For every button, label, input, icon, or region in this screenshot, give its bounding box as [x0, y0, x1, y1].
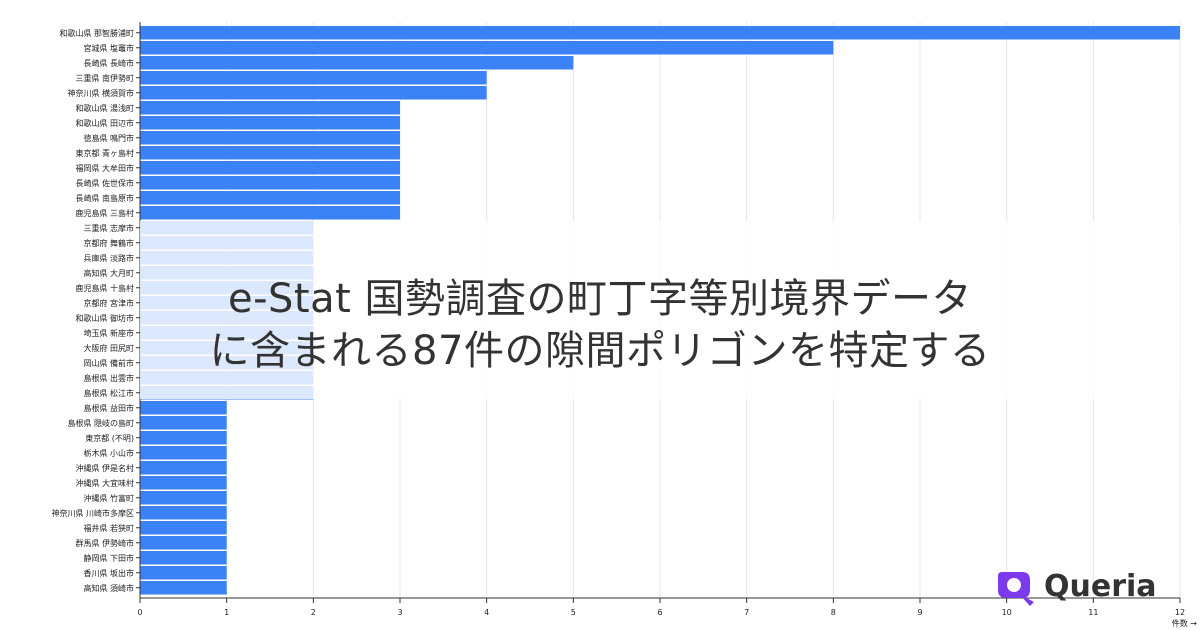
x-tick-label: 5 — [571, 608, 576, 617]
x-tick-label: 7 — [744, 608, 749, 617]
bar — [140, 101, 400, 115]
y-tick-label: 沖縄県 伊是名村 — [75, 463, 134, 473]
y-tick-label: 鹿児島県 十島村 — [75, 283, 134, 293]
bar — [140, 551, 227, 565]
y-tick-label: 福岡県 大牟田市 — [75, 163, 134, 173]
bar — [140, 401, 227, 415]
y-tick-label: 和歌山県 田辺市 — [75, 118, 134, 128]
bar — [140, 461, 227, 475]
bar — [140, 491, 227, 505]
y-tick-label: 長崎県 佐世保市 — [75, 178, 134, 188]
bar — [140, 521, 227, 535]
bar — [140, 86, 487, 100]
bar — [140, 416, 227, 430]
bar — [140, 206, 400, 220]
bar — [140, 191, 400, 205]
bar — [140, 566, 227, 580]
y-tick-label: 沖縄県 竹富町 — [83, 493, 134, 503]
bar — [140, 131, 400, 145]
y-tick-label: 和歌山県 湯浅町 — [75, 103, 134, 113]
x-tick-label: 0 — [137, 608, 142, 617]
bar — [140, 176, 400, 190]
y-tick-label: 和歌山県 御坊市 — [75, 313, 134, 323]
y-tick-label: 島根県 益田市 — [83, 403, 134, 413]
x-tick-label: 1 — [224, 608, 229, 617]
y-tick-label: 長崎県 南島原市 — [75, 193, 134, 203]
x-tick-label: 10 — [1002, 608, 1012, 617]
y-tick-label: 群馬県 伊勢崎市 — [75, 538, 134, 548]
y-tick-label: 高知県 大月町 — [83, 268, 134, 278]
bar — [140, 56, 574, 70]
bar — [140, 161, 400, 175]
bar — [140, 71, 487, 85]
y-tick-label: 東京都 (不明) — [85, 433, 134, 443]
y-tick-label: 静岡県 下田市 — [83, 553, 134, 563]
y-tick-label: 沖縄県 大宜味村 — [75, 478, 134, 488]
y-tick-label: 宮城県 塩竈市 — [83, 43, 134, 53]
y-tick-label: 香川県 坂出市 — [83, 568, 134, 578]
y-tick-label: 福井県 若狭町 — [83, 523, 134, 533]
x-axis-label: 件数 → — [1172, 618, 1198, 628]
y-tick-label: 徳島県 鳴門市 — [83, 133, 134, 143]
y-tick-label: 島根県 松江市 — [83, 388, 134, 398]
bar — [140, 476, 227, 490]
brand-name: Queria — [1044, 568, 1157, 604]
x-tick-label: 8 — [831, 608, 836, 617]
y-tick-label: 埼玉県 新座市 — [83, 328, 134, 338]
bar — [140, 581, 227, 595]
y-tick-label: 鹿児島県 三島村 — [75, 208, 134, 218]
y-tick-label: 京都府 宮津市 — [83, 298, 134, 308]
y-tick-label: 長崎県 長崎市 — [83, 58, 134, 68]
y-tick-label: 島根県 出雲市 — [83, 373, 134, 383]
x-tick-label: 4 — [484, 608, 489, 617]
brand-logo: Queria — [992, 562, 1157, 610]
y-tick-label: 三重県 南伊勢町 — [75, 73, 134, 83]
queria-logo-icon — [998, 572, 1034, 606]
y-tick-label: 三重県 志摩市 — [83, 223, 134, 233]
y-tick-label: 神奈川県 川崎市多摩区 — [51, 508, 134, 518]
y-tick-label: 兵庫県 淡路市 — [83, 253, 134, 263]
x-tick-label: 11 — [1088, 608, 1098, 617]
y-tick-label: 高知県 須崎市 — [83, 583, 134, 593]
overlay-backdrop — [140, 221, 1180, 399]
x-tick-label: 2 — [311, 608, 316, 617]
bar — [140, 26, 1180, 40]
y-tick-label: 島根県 隠岐の島町 — [67, 418, 134, 428]
bar — [140, 431, 227, 445]
bar — [140, 446, 227, 460]
y-tick-label: 京都府 舞鶴市 — [83, 238, 134, 248]
bar — [140, 536, 227, 550]
y-tick-label: 大阪府 田尻町 — [83, 343, 134, 353]
bar — [140, 146, 400, 160]
x-tick-label: 9 — [917, 608, 922, 617]
x-tick-label: 12 — [1175, 608, 1185, 617]
bar — [140, 506, 227, 520]
bar — [140, 41, 834, 55]
y-tick-label: 和歌山県 那智勝浦町 — [59, 28, 134, 38]
x-tick-label: 3 — [397, 608, 402, 617]
y-tick-label: 岡山県 備前市 — [83, 358, 134, 368]
bar — [140, 116, 400, 130]
y-tick-label: 神奈川県 横須賀市 — [67, 88, 134, 98]
y-tick-label: 東京都 青ヶ島村 — [75, 148, 134, 158]
x-tick-label: 6 — [657, 608, 662, 617]
y-tick-label: 栃木県 小山市 — [83, 448, 134, 458]
